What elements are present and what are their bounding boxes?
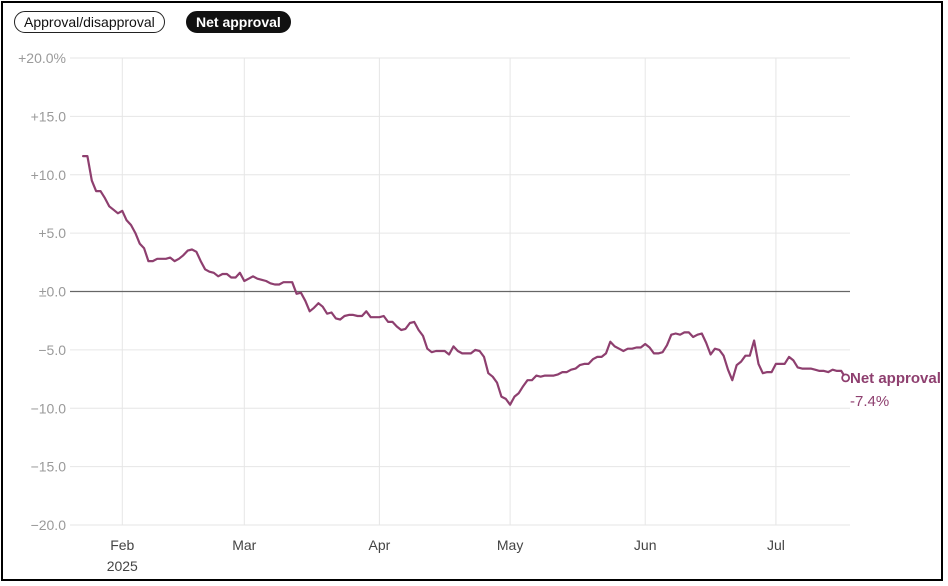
x-tick-label: Jul	[767, 537, 785, 553]
y-tick-label: −20.0	[31, 517, 67, 533]
y-tick-label: −15.0	[31, 459, 67, 475]
y-tick-label: ±0.0	[39, 284, 66, 300]
x-axis-ticks: Feb 2025 Mar Apr May Jun Jul	[107, 537, 785, 574]
toggle-approval-disapproval[interactable]: Approval/disapproval	[14, 11, 165, 33]
x-tick-label: Apr	[368, 537, 390, 553]
y-tick-label: +5.0	[38, 225, 66, 241]
end-series-label: Net approval	[850, 370, 941, 387]
y-axis-ticks: +20.0% +15.0 +10.0 +5.0 ±0.0 −5.0 −10.0 −15.0 −2…	[18, 50, 66, 533]
end-point-marker	[841, 373, 851, 383]
y-tick-label: +10.0	[31, 167, 67, 183]
x-tick-label: May	[497, 537, 523, 553]
x-tick-sublabel: 2025	[107, 558, 138, 574]
series-group	[81, 155, 851, 406]
y-tick-label: +15.0	[31, 108, 67, 124]
y-tick-label: +20.0%	[18, 50, 66, 66]
end-value-label: -7.4%	[850, 393, 889, 410]
net-approval-line	[81, 155, 847, 406]
y-tick-label: −5.0	[38, 342, 66, 358]
y-tick-label: −10.0	[31, 400, 67, 416]
x-tick-label: Mar	[232, 537, 256, 553]
x-tick-label: Jun	[634, 537, 657, 553]
x-tick-label: Feb	[110, 537, 134, 553]
end-labels: Net approval -7.4%	[850, 370, 941, 410]
toggle-net-approval[interactable]: Net approval	[186, 11, 291, 33]
